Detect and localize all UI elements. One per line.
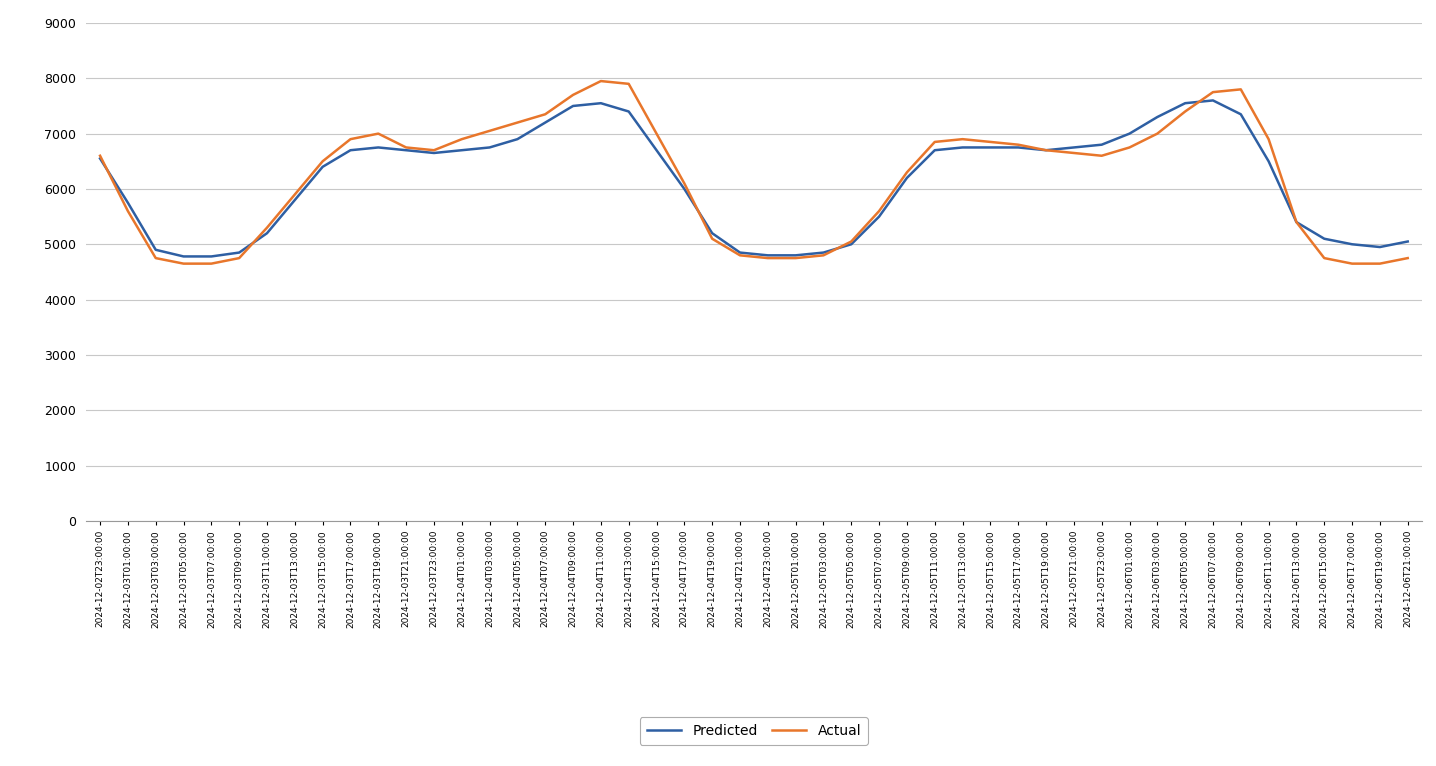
Predicted: [843, 240, 860, 249]
Actual: [286, 190, 303, 199]
Predicted: [592, 99, 609, 108]
Predicted: [342, 146, 359, 155]
Actual: [1176, 107, 1193, 116]
Predicted: [982, 142, 999, 152]
Predicted: [1399, 237, 1416, 246]
Predicted: [1149, 113, 1166, 122]
Actual: [1232, 85, 1249, 94]
Predicted: [119, 198, 136, 208]
Predicted: [1122, 129, 1139, 138]
Actual: [731, 250, 748, 260]
Actual: [398, 142, 415, 152]
Predicted: [899, 173, 916, 182]
Predicted: [1093, 140, 1110, 149]
Actual: [760, 254, 777, 263]
Actual: [92, 151, 109, 160]
Actual: [1344, 259, 1361, 268]
Line: Actual: Actual: [101, 81, 1407, 264]
Actual: [648, 129, 665, 138]
Actual: [231, 254, 248, 263]
Actual: [954, 135, 971, 144]
Legend: Predicted, Actual: Predicted, Actual: [639, 717, 869, 745]
Predicted: [731, 248, 748, 257]
Predicted: [1288, 218, 1305, 227]
Predicted: [954, 142, 971, 152]
Actual: [1288, 218, 1305, 227]
Actual: [314, 157, 332, 166]
Predicted: [92, 154, 109, 163]
Line: Predicted: Predicted: [101, 100, 1407, 257]
Actual: [787, 254, 804, 263]
Actual: [926, 137, 943, 146]
Actual: [508, 118, 526, 127]
Actual: [119, 207, 136, 216]
Actual: [481, 126, 498, 136]
Predicted: [369, 142, 386, 152]
Actual: [982, 137, 999, 146]
Predicted: [648, 146, 665, 155]
Actual: [258, 223, 276, 232]
Predicted: [760, 250, 777, 260]
Actual: [1066, 149, 1083, 158]
Actual: [1093, 151, 1110, 160]
Predicted: [1066, 142, 1083, 152]
Actual: [1010, 140, 1027, 149]
Predicted: [926, 146, 943, 155]
Predicted: [231, 248, 248, 257]
Predicted: [314, 162, 332, 172]
Actual: [175, 259, 192, 268]
Predicted: [146, 245, 164, 254]
Predicted: [398, 146, 415, 155]
Actual: [1205, 87, 1222, 97]
Predicted: [481, 142, 498, 152]
Predicted: [454, 146, 471, 155]
Actual: [1259, 135, 1277, 144]
Predicted: [508, 135, 526, 144]
Actual: [704, 234, 721, 244]
Actual: [146, 254, 164, 263]
Predicted: [1259, 157, 1277, 166]
Actual: [870, 207, 887, 216]
Predicted: [704, 228, 721, 237]
Predicted: [1232, 110, 1249, 119]
Predicted: [787, 250, 804, 260]
Actual: [1149, 129, 1166, 138]
Predicted: [258, 228, 276, 237]
Actual: [537, 110, 554, 119]
Actual: [1371, 259, 1389, 268]
Predicted: [1371, 242, 1389, 251]
Actual: [454, 135, 471, 144]
Predicted: [202, 252, 220, 261]
Predicted: [1205, 96, 1222, 105]
Predicted: [1176, 99, 1193, 108]
Predicted: [870, 212, 887, 221]
Actual: [676, 178, 694, 188]
Actual: [202, 259, 220, 268]
Predicted: [537, 118, 554, 127]
Actual: [564, 90, 582, 100]
Actual: [592, 77, 609, 86]
Predicted: [814, 248, 831, 257]
Predicted: [425, 149, 442, 158]
Predicted: [1010, 142, 1027, 152]
Predicted: [1344, 240, 1361, 249]
Actual: [814, 250, 831, 260]
Actual: [620, 79, 638, 88]
Predicted: [286, 195, 303, 205]
Actual: [369, 129, 386, 138]
Actual: [1315, 254, 1333, 263]
Predicted: [676, 185, 694, 194]
Predicted: [620, 107, 638, 116]
Predicted: [175, 252, 192, 261]
Actual: [1399, 254, 1416, 263]
Actual: [1037, 146, 1054, 155]
Actual: [342, 135, 359, 144]
Actual: [425, 146, 442, 155]
Predicted: [1315, 234, 1333, 244]
Predicted: [1037, 146, 1054, 155]
Actual: [843, 237, 860, 246]
Actual: [1122, 142, 1139, 152]
Actual: [899, 168, 916, 177]
Predicted: [564, 101, 582, 110]
